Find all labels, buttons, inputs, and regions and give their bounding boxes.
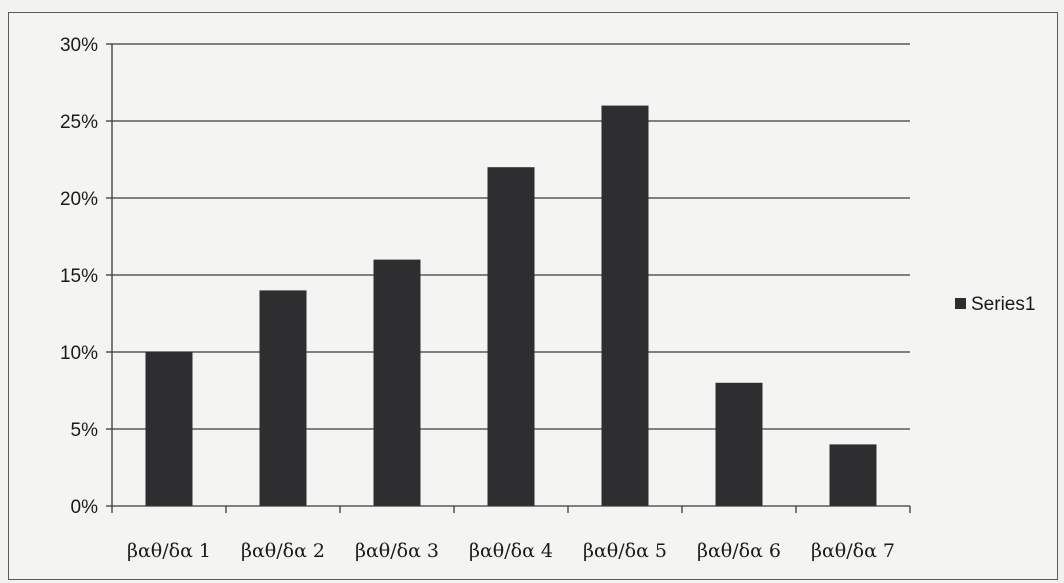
x-tick-label: βαθ/δα 6: [697, 540, 781, 562]
y-tick-label: 25%: [60, 112, 98, 133]
legend-swatch: [955, 298, 966, 309]
y-tick-label: 10%: [60, 343, 98, 364]
bar: [145, 352, 193, 506]
y-tick-label: 30%: [60, 35, 98, 56]
bar: [487, 167, 535, 506]
bar: [601, 105, 649, 506]
x-tick-label: βαθ/δα 1: [127, 540, 211, 562]
x-tick-label: βαθ/δα 2: [241, 540, 325, 562]
bar: [259, 290, 307, 506]
bar: [715, 382, 763, 506]
y-tick-label: 5%: [71, 420, 99, 441]
y-tick-labels: 0% 5% 10% 15% 20% 25% 30%: [60, 35, 98, 518]
legend-label: Series1: [971, 294, 1035, 315]
bar: [829, 444, 877, 506]
x-tick-label: βαθ/δα 4: [469, 540, 553, 562]
x-tick-label: βαθ/δα 5: [583, 540, 667, 562]
y-tick-label: 20%: [60, 189, 98, 210]
x-tick-labels: βαθ/δα 1 βαθ/δα 2 βαθ/δα 3 βαθ/δα 4 βαθ/δα 5…: [127, 540, 895, 562]
legend: Series1: [955, 294, 1035, 315]
x-tick-label: βαθ/δα 3: [355, 540, 439, 562]
bar: [373, 259, 421, 506]
x-tick-label: βαθ/δα 7: [811, 540, 895, 562]
gridlines: [112, 43, 910, 430]
y-tick-label: 0%: [71, 497, 99, 518]
axes: [106, 43, 911, 513]
y-tick-label: 15%: [60, 266, 98, 287]
bars: [145, 105, 877, 506]
